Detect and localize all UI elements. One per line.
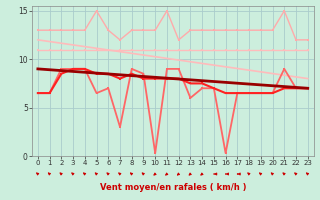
X-axis label: Vent moyen/en rafales ( km/h ): Vent moyen/en rafales ( km/h ) bbox=[100, 183, 246, 192]
